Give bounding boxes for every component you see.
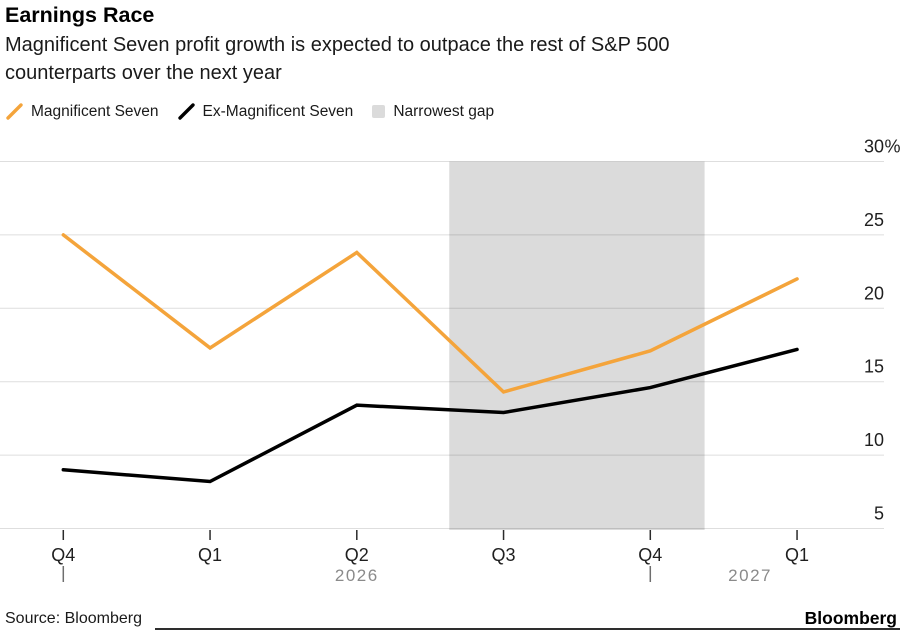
chart-subtitle: Magnificent Seven profit growth is expec… [5, 32, 865, 87]
legend-label: Narrowest gap [393, 102, 495, 120]
y-axis-label-25: 25 [864, 210, 884, 230]
x-tick-mark [356, 530, 358, 540]
x-axis-label-q3-3: Q3 [492, 545, 516, 565]
y-axis-label-30: 30 [864, 137, 884, 157]
x-axis-label-q1-1: Q1 [198, 545, 222, 565]
y-axis-label-15: 15 [864, 357, 884, 377]
legend-item-narrowest-gap: Narrowest gap [371, 103, 494, 121]
legend-item-magnificent-seven: Magnificent Seven [5, 102, 159, 121]
legend-item-ex-magnificent-seven: Ex-Magnificent Seven [177, 102, 354, 121]
chart-title: Earnings Race [5, 3, 155, 27]
chart-subtitle-line2: counterparts over the next year [5, 61, 282, 84]
chart-legend: Magnificent Seven Ex-Magnificent Seven N… [5, 102, 865, 121]
x-tick-mark [62, 530, 65, 540]
bottom-border-line [155, 628, 900, 630]
x-axis-label-q4-0: Q4 [51, 545, 75, 565]
series-line-magnificent-seven [61, 233, 799, 394]
x-axis-label-q2-2: Q2 [345, 545, 369, 565]
y-axis-label-5: 5 [874, 504, 884, 524]
year-divider-mark [62, 566, 65, 582]
chart-header: Earnings Race Magnificent Seven profit g… [5, 1, 865, 121]
x-axis-label-q1-5: Q1 [785, 545, 809, 565]
year-label-2027: 2027 [728, 566, 772, 585]
year-divider-mark [649, 566, 652, 582]
x-tick-mark [796, 530, 798, 540]
gray-square-swatch-icon [372, 105, 386, 118]
x-tick-mark [209, 530, 211, 540]
x-tick-mark [502, 530, 505, 540]
orange-line-swatch-icon [6, 103, 23, 120]
source-label: Source: Bloomberg [5, 610, 142, 627]
legend-label: Magnificent Seven [31, 102, 159, 120]
y-axis-label-20: 20 [864, 283, 884, 303]
chart-subtitle-line1: Magnificent Seven profit growth is expec… [5, 34, 670, 56]
bloomberg-logo: Bloomberg [804, 608, 897, 628]
x-axis-label-q4-4: Q4 [638, 545, 662, 565]
legend-label: Ex-Magnificent Seven [202, 102, 354, 120]
year-label-2026: 2026 [335, 566, 379, 585]
series-line-ex-magnificent-seven [61, 347, 799, 484]
narrowest-gap-band [449, 161, 705, 530]
x-tick-mark [649, 530, 652, 540]
black-line-swatch-icon [177, 103, 195, 120]
y-axis-label-10: 10 [864, 430, 884, 450]
y-axis-percent-suffix: % [885, 137, 900, 157]
